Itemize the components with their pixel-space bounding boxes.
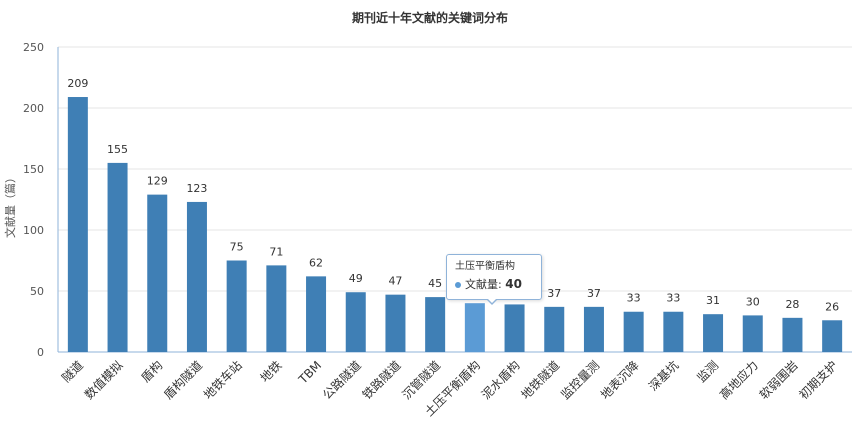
data-label: 28: [785, 298, 799, 311]
x-tick-label: 软弱围岩: [756, 358, 801, 403]
bars: [67, 97, 843, 353]
x-tick-label: 公路隧道: [319, 358, 364, 403]
data-label: 71: [269, 245, 283, 258]
x-tick-label: 深基坑: [645, 358, 681, 394]
y-tick-label: 100: [23, 224, 44, 237]
bar[interactable]: [583, 306, 604, 352]
x-tick-label: 地铁隧道: [518, 358, 563, 403]
bar[interactable]: [464, 303, 485, 352]
x-tick-label: 初期支护: [796, 358, 840, 402]
data-label: 30: [746, 295, 760, 308]
bar[interactable]: [266, 265, 287, 352]
x-tick-label: 隧道: [58, 358, 86, 386]
x-tick-label: TBM: [295, 358, 324, 387]
bar[interactable]: [822, 320, 843, 352]
x-tick-label: 高地应力: [716, 358, 761, 403]
data-label: 47: [388, 275, 402, 288]
bar[interactable]: [663, 311, 684, 352]
bar[interactable]: [425, 297, 446, 352]
x-tick-label: 铁路隧道: [359, 358, 404, 403]
bar[interactable]: [623, 311, 644, 352]
data-label: 45: [428, 277, 442, 290]
y-tick-label: 250: [23, 41, 44, 54]
data-label: 129: [147, 175, 168, 188]
data-label: 33: [627, 292, 641, 305]
chart-title: 期刊近十年文献的关键词分布: [352, 10, 508, 25]
bar[interactable]: [186, 201, 207, 352]
x-tick-label: 监测: [694, 358, 721, 385]
bar[interactable]: [306, 276, 327, 352]
bar[interactable]: [742, 315, 763, 352]
x-tick-label: 地表沉降: [598, 358, 642, 402]
bar[interactable]: [147, 194, 168, 352]
y-tick-label: 200: [23, 102, 44, 115]
data-label: 49: [349, 272, 363, 285]
data-label: 75: [230, 241, 244, 254]
tooltip-arrow-inner: [487, 298, 497, 303]
data-label: 26: [825, 300, 839, 313]
x-tick-label: 数值模拟: [81, 358, 126, 403]
data-label: 31: [706, 294, 720, 307]
bar[interactable]: [107, 162, 128, 352]
tooltip-row: 文献量: 40: [455, 276, 533, 293]
tooltip-title: 土压平衡盾构: [455, 261, 515, 272]
bar[interactable]: [67, 97, 88, 353]
data-label: 123: [186, 182, 207, 195]
x-tick-label: 监控量测: [558, 358, 602, 402]
data-label: 155: [107, 143, 128, 156]
data-label: 37: [587, 287, 601, 300]
tooltip-value: 40: [505, 277, 522, 291]
bar[interactable]: [504, 304, 525, 352]
x-tick-label: 盾构隧道: [161, 358, 206, 403]
bar[interactable]: [782, 317, 803, 352]
data-label: 209: [67, 77, 88, 90]
bar[interactable]: [385, 294, 406, 352]
y-tick-label: 0: [37, 346, 44, 359]
bar[interactable]: [345, 292, 366, 352]
tooltip-series-label: 文献量:: [465, 278, 502, 291]
data-label: 37: [547, 287, 561, 300]
data-label: 62: [309, 256, 323, 269]
y-tick-label: 50: [30, 285, 44, 298]
y-tick-label: 150: [23, 163, 44, 176]
bar[interactable]: [226, 260, 247, 353]
series-dot-icon: [455, 282, 461, 288]
y-axis-label: 文献量（篇）: [3, 172, 17, 238]
x-tick-label: 泥水盾构: [478, 358, 523, 403]
x-tick-label: 地铁车站: [200, 358, 245, 403]
bar[interactable]: [544, 306, 565, 352]
x-tick-label: 地铁: [258, 358, 285, 385]
data-label: 33: [666, 292, 680, 305]
y-axis-ticks: 0 50 100 150 200 250: [23, 41, 44, 359]
x-tick-label: 盾构: [138, 358, 166, 386]
data-labels: 209 155 129 123 75 71 62 49 47 45 37 37 33 33 31 30 28 26: [67, 77, 839, 313]
tooltip: 土压平衡盾构 文献量: 40: [446, 254, 542, 300]
bar[interactable]: [703, 314, 724, 352]
